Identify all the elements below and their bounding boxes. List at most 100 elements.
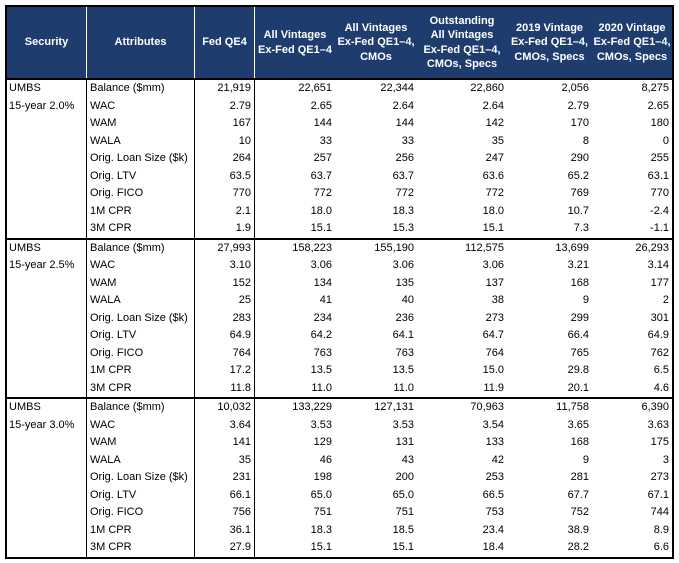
value-cell: 290: [570, 152, 589, 164]
value-cell: 198: [313, 471, 332, 483]
value-cell: 26,293: [635, 241, 669, 254]
value-cell: 35: [195, 451, 255, 469]
value-cell: 33: [401, 134, 414, 147]
value-cell: 11.0: [393, 381, 414, 394]
value-cell: 152: [195, 274, 255, 292]
value-cell: 20.1: [567, 381, 589, 394]
value-cell: 2,056: [561, 82, 589, 94]
column-header-line: All Vintages: [430, 29, 494, 41]
value-cell: 70,963: [470, 401, 504, 413]
column-header-line: CMOs, Specs: [514, 50, 585, 63]
value-cell: 231: [195, 469, 255, 487]
value-cell: 29.8: [567, 364, 589, 376]
value-cell: 11.0: [311, 381, 332, 394]
column-header-outstanding-all-vintages-ex-fed-cmos-specs: Outstanding All Vintages Ex-Fed QE1–4, CMOs…: [417, 7, 507, 78]
column-header-line: Fed QE4: [202, 36, 247, 49]
attribute-cell: Orig. FICO: [87, 504, 195, 522]
value-cell: 28.2: [567, 541, 589, 553]
value-cell: 135: [395, 276, 414, 289]
value-cell: 11,758: [556, 401, 589, 413]
value-cell: 158,223: [292, 241, 332, 254]
value-cell: 2: [662, 294, 669, 306]
value-cell: 64.9: [647, 329, 669, 341]
value-cell: 8.9: [653, 523, 669, 536]
value-cell: 38: [491, 294, 504, 306]
value-cell: 764: [485, 346, 504, 359]
value-cell: 144: [313, 117, 332, 129]
value-cell: 133,229: [292, 401, 332, 413]
security-label-line: UMBS: [9, 401, 41, 413]
value-cell: 43: [401, 453, 414, 466]
value-cell: 42: [491, 453, 504, 466]
attribute-cell: Balance ($mm): [87, 80, 195, 98]
column-header-attributes: Attributes: [87, 7, 195, 78]
value-cell: 33: [319, 134, 332, 147]
attribute-cell: WALA: [87, 292, 195, 310]
value-cell: 765: [570, 346, 589, 359]
column-header-all-vintages-ex-fed-cmos: All Vintages Ex-Fed QE1–4, CMOs: [335, 7, 417, 78]
security-section: UMBS 15-year 2.0% Balance ($mm) 21,919 22,65…: [7, 78, 672, 238]
value-cell: 36.1: [195, 521, 255, 539]
value-cell: 770: [195, 185, 255, 203]
value-cell: 772: [313, 187, 332, 199]
value-cell: 13.5: [392, 364, 414, 376]
security-section: UMBS 15-year 3.0% Balance ($mm) 10,032 133,2…: [7, 397, 672, 557]
value-cell: 763: [313, 346, 332, 359]
value-cell: 6.6: [653, 541, 669, 553]
attribute-cell: 3M CPR: [87, 539, 195, 557]
value-cell: 18.0: [310, 204, 332, 217]
attribute-cell: Balance ($mm): [87, 399, 195, 417]
attribute-cell: WAC: [87, 416, 195, 434]
column-header-line: Attributes: [114, 36, 167, 49]
attribute-cell: WALA: [87, 451, 195, 469]
value-cell: 18.3: [310, 523, 332, 536]
value-cell: 10: [195, 132, 255, 150]
attribute-cell: WAM: [87, 434, 195, 452]
value-cell: 10,032: [195, 399, 255, 417]
column-header-line: 2019 Vintage: [515, 21, 584, 34]
column-header-line: CMOs, Specs: [596, 50, 668, 63]
value-cell: 273: [650, 471, 669, 483]
value-cell: 18.4: [482, 541, 504, 553]
value-cell: 299: [570, 311, 589, 324]
value-cell: 770: [650, 187, 669, 199]
value-cell: 769: [570, 187, 589, 199]
value-cell: 247: [485, 152, 504, 164]
column-header-line: Security: [24, 36, 69, 49]
value-cell: 2.64: [392, 99, 414, 112]
value-cell: 170: [570, 117, 589, 129]
value-cell: 64.1: [392, 329, 414, 341]
value-cell: 3.06: [310, 259, 332, 271]
value-cell: 3.65: [567, 418, 589, 431]
value-cell: 3.10: [195, 257, 255, 275]
value-cell: 8,275: [641, 82, 669, 94]
value-cell: 67.1: [647, 488, 669, 501]
security-label-line: 15-year 3.0%: [9, 418, 75, 431]
value-cell: 133: [485, 436, 504, 448]
value-cell: 9: [582, 294, 589, 306]
value-cell: 255: [650, 152, 669, 164]
value-cell: 64.2: [310, 329, 332, 341]
value-cell: 127,131: [374, 401, 414, 413]
value-cell: 15.1: [310, 222, 332, 234]
value-cell: -1.1: [650, 222, 669, 234]
value-cell: 167: [195, 115, 255, 133]
value-cell: 7.3: [573, 222, 589, 234]
attribute-cell: WAM: [87, 274, 195, 292]
value-cell: 762: [650, 346, 669, 359]
value-cell: 4.6: [653, 381, 669, 394]
attribute-cell: WAC: [87, 257, 195, 275]
column-header-fed-qe4: Fed QE4: [195, 7, 255, 78]
value-cell: 27,993: [195, 239, 255, 257]
value-cell: 18.0: [482, 204, 504, 217]
value-cell: 1.9: [195, 220, 255, 238]
value-cell: 2.79: [567, 99, 589, 112]
value-cell: 180: [650, 117, 669, 129]
attribute-cell: Orig. Loan Size ($k): [87, 150, 195, 168]
value-cell: 65.0: [310, 488, 332, 501]
value-cell: 0: [662, 134, 669, 147]
security-label-line: 15-year 2.0%: [9, 99, 75, 112]
value-cell: 141: [195, 434, 255, 452]
value-cell: 751: [313, 506, 332, 518]
